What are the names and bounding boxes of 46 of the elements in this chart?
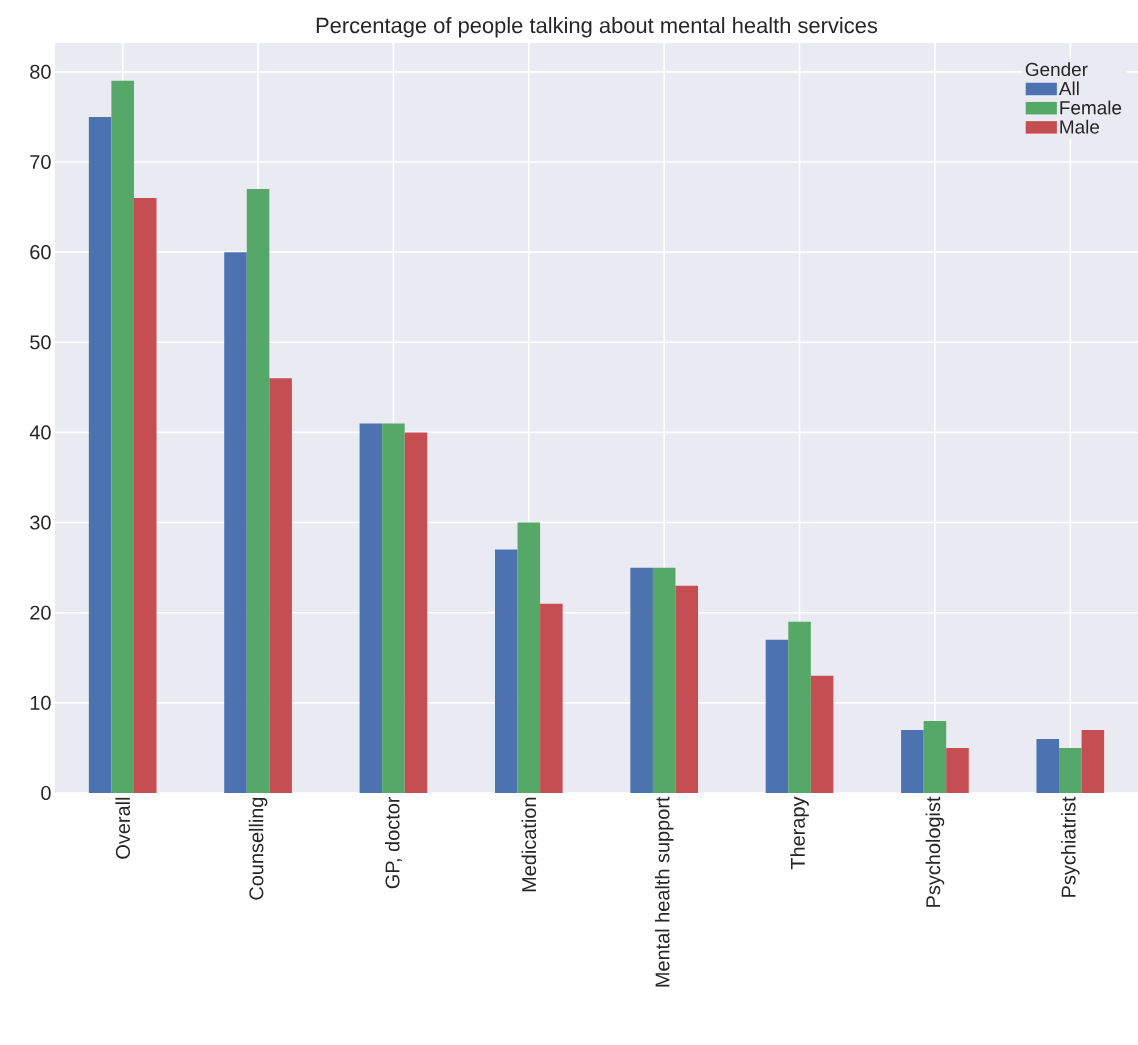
legend-label: Male xyxy=(1060,119,1100,134)
bar xyxy=(788,621,811,793)
bar xyxy=(1059,747,1082,793)
bar xyxy=(765,639,789,793)
y-tick-label: 80 xyxy=(30,64,51,79)
bar xyxy=(630,567,653,793)
y-tick-label: 70 xyxy=(30,154,51,170)
bar xyxy=(359,423,383,793)
bar xyxy=(246,189,270,793)
bar xyxy=(1036,738,1060,793)
bar xyxy=(224,252,247,793)
bar xyxy=(494,549,518,793)
bar xyxy=(382,423,405,793)
bar xyxy=(88,116,112,793)
bar xyxy=(1081,729,1105,793)
chart-title: Percentage of people talking about mental health services xyxy=(316,17,878,38)
legend-label: Female xyxy=(1060,100,1122,115)
y-tick-label: 60 xyxy=(30,245,51,260)
x-tick-label: Psychiatrist xyxy=(1061,796,1080,897)
bar xyxy=(675,585,699,793)
x-tick-label: Overall xyxy=(115,797,130,859)
bar xyxy=(269,378,292,793)
legend-title: Gender xyxy=(1025,62,1088,77)
bar xyxy=(404,432,428,793)
x-tick-label: Counselling xyxy=(248,797,268,900)
x-tick-label: Mental health support xyxy=(654,796,674,987)
bar xyxy=(540,603,563,793)
y-tick-label: 20 xyxy=(30,605,51,620)
x-tick-label: Therapy xyxy=(790,796,809,870)
bar xyxy=(810,675,834,793)
x-tick-label: GP, doctor xyxy=(384,796,402,889)
bar xyxy=(652,567,676,793)
x-tick-label: Medication xyxy=(521,797,537,892)
bar xyxy=(133,198,157,793)
x-tick-label: Psychologist xyxy=(925,796,945,907)
bar xyxy=(923,720,947,793)
y-tick-label: 30 xyxy=(30,515,51,530)
y-tick-label: 10 xyxy=(30,695,51,710)
bar xyxy=(111,80,134,793)
legend-label: All xyxy=(1058,81,1079,96)
y-tick-label: 40 xyxy=(29,425,51,440)
bar xyxy=(901,729,924,793)
bar xyxy=(517,522,541,793)
y-tick-label: 0 xyxy=(41,785,51,801)
bar xyxy=(946,747,969,793)
y-tick-label: 50 xyxy=(30,335,51,350)
